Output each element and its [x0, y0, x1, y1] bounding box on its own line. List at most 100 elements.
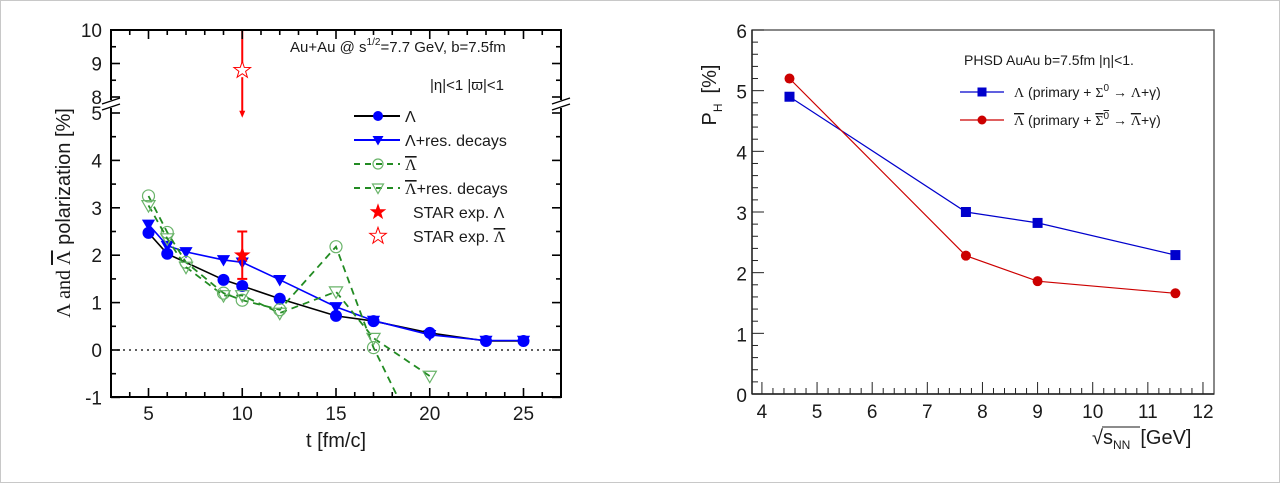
x-tick-label: 25	[513, 404, 534, 425]
right-series-line	[789, 78, 1176, 294]
left-series-5	[232, 30, 253, 118]
data-point	[236, 280, 249, 293]
legend-header: PHSD AuAu b=7.5fm |η|<1.	[964, 52, 1134, 68]
data-point	[422, 370, 438, 384]
data-point	[1032, 276, 1043, 287]
legend-marker	[368, 225, 388, 245]
legend-marker	[369, 203, 387, 220]
legend-item: Λ (primary + Σ0 → Λ+γ)	[960, 83, 1161, 101]
legend-label: Λ	[405, 109, 416, 126]
data-point	[272, 307, 288, 321]
legend-label-part: 0	[1104, 83, 1110, 94]
axis-break-gap	[108, 100, 114, 108]
x-tick-label: 10	[232, 404, 253, 425]
left-series-3	[140, 200, 438, 384]
legend-marker	[372, 136, 384, 146]
left-x-axis-title: t [fm/c]	[306, 430, 366, 452]
legend-item: STAR exp. Λ	[368, 225, 506, 246]
legend-item: Λ	[354, 109, 416, 126]
x-tick-label: 7	[922, 402, 933, 423]
y-tick-label: 3	[736, 204, 747, 225]
data-point	[366, 341, 381, 355]
legend-label-part: Λ	[1131, 86, 1142, 101]
data-point	[160, 240, 174, 253]
y-tick-label: 0	[91, 341, 102, 362]
legend-label: Λ	[405, 157, 417, 174]
right-series-1	[784, 73, 1181, 299]
data-point	[235, 293, 249, 307]
legend-item: Λ	[354, 157, 417, 174]
data-point	[784, 73, 795, 84]
y-tick-label: 8	[91, 88, 102, 109]
x-tick-label: 4	[757, 402, 768, 423]
data-point	[423, 330, 437, 342]
legend-item: Λ+res. decays	[354, 181, 508, 198]
x-tick-label: 12	[1192, 402, 1213, 423]
x-tick-label: 9	[1032, 402, 1043, 423]
data-point	[960, 207, 971, 217]
y-tick-label: 5	[736, 83, 747, 104]
x-tick-label: 20	[419, 404, 440, 425]
y-tick-label: 1	[736, 325, 747, 346]
left-annotation-collision: Au+Au @ s1/2=7.7 GeV, b=7.5fm	[290, 37, 506, 56]
x-tick-label: 15	[325, 404, 346, 425]
right-series-0	[784, 91, 1181, 261]
data-point	[1170, 250, 1181, 261]
legend-label-part: 0	[1104, 111, 1110, 122]
data-point	[215, 290, 232, 304]
right-x-title-s: s	[1103, 427, 1113, 449]
legend-label-part: Λ	[1014, 114, 1025, 129]
right-series-line	[789, 96, 1176, 256]
svg-text:PH[%]: PH[%]	[699, 65, 725, 126]
y-tick-label: 3	[91, 199, 102, 220]
legend-marker	[373, 111, 383, 121]
left-series-line	[147, 195, 399, 398]
data-point	[234, 290, 250, 304]
x-tick-label: 5	[143, 404, 154, 425]
right-x-title-sqrt: √	[1092, 427, 1103, 449]
legend-label-part: +γ)	[1141, 84, 1161, 100]
legend-label: Λ+res. decays	[405, 181, 508, 198]
y-tick-label: 6	[736, 22, 747, 43]
data-point	[329, 302, 343, 314]
svg-text:Λ and Λ polarization [%]: Λ and Λ polarization [%]	[53, 108, 75, 318]
legend-label-part: →	[1109, 84, 1131, 100]
axis-break-gap	[558, 100, 564, 108]
left-y-title-part1: Λ and	[53, 265, 75, 318]
legend-item: STAR exp. Λ	[369, 203, 505, 222]
left-y-title-part3: polarization [%]	[53, 108, 75, 250]
y-tick-label: 2	[91, 246, 102, 267]
data-point	[1032, 217, 1043, 228]
data-point	[217, 273, 230, 286]
right-legend: PHSD AuAu b=7.5fm |η|<1. Λ (primary + Σ0 …	[960, 52, 1161, 129]
x-tick-label: 6	[867, 402, 878, 423]
data-point	[140, 200, 157, 214]
data-point	[479, 335, 493, 348]
left-y-title-lambdabar: Λ	[53, 250, 75, 265]
axis-break-mark	[551, 103, 571, 111]
data-point	[328, 286, 344, 300]
x-tick-label: 8	[977, 402, 988, 423]
left-legend: Λ Λ+res. decays Λ Λ+res. decays STAR exp. Λ S…	[354, 109, 508, 246]
data-point	[141, 189, 156, 203]
legend-label: Λ+res. decays	[405, 133, 507, 150]
right-x-title-unit: [GeV]	[1140, 427, 1191, 449]
y-tick-label: 2	[736, 265, 747, 286]
data-point	[232, 59, 253, 79]
legend-label: STAR exp. Λ	[413, 229, 506, 246]
legend-label-part: Λ	[1014, 86, 1025, 101]
data-point	[273, 292, 286, 305]
legend-label-part: (primary +	[1024, 84, 1095, 100]
data-point	[784, 91, 795, 102]
legend-item: Λ (primary + Σ0 → Λ+γ)	[960, 111, 1161, 129]
data-point	[960, 250, 971, 261]
legend-label: STAR exp. Λ	[413, 205, 505, 222]
data-point	[159, 233, 175, 247]
clip-mask	[111, 398, 561, 406]
right-y-axis-title: PH[%]	[699, 65, 725, 126]
data-point	[366, 315, 381, 328]
legend-label: Λ (primary + Σ0 → Λ+γ)	[1014, 83, 1161, 101]
y-tick-label: 4	[91, 151, 102, 172]
